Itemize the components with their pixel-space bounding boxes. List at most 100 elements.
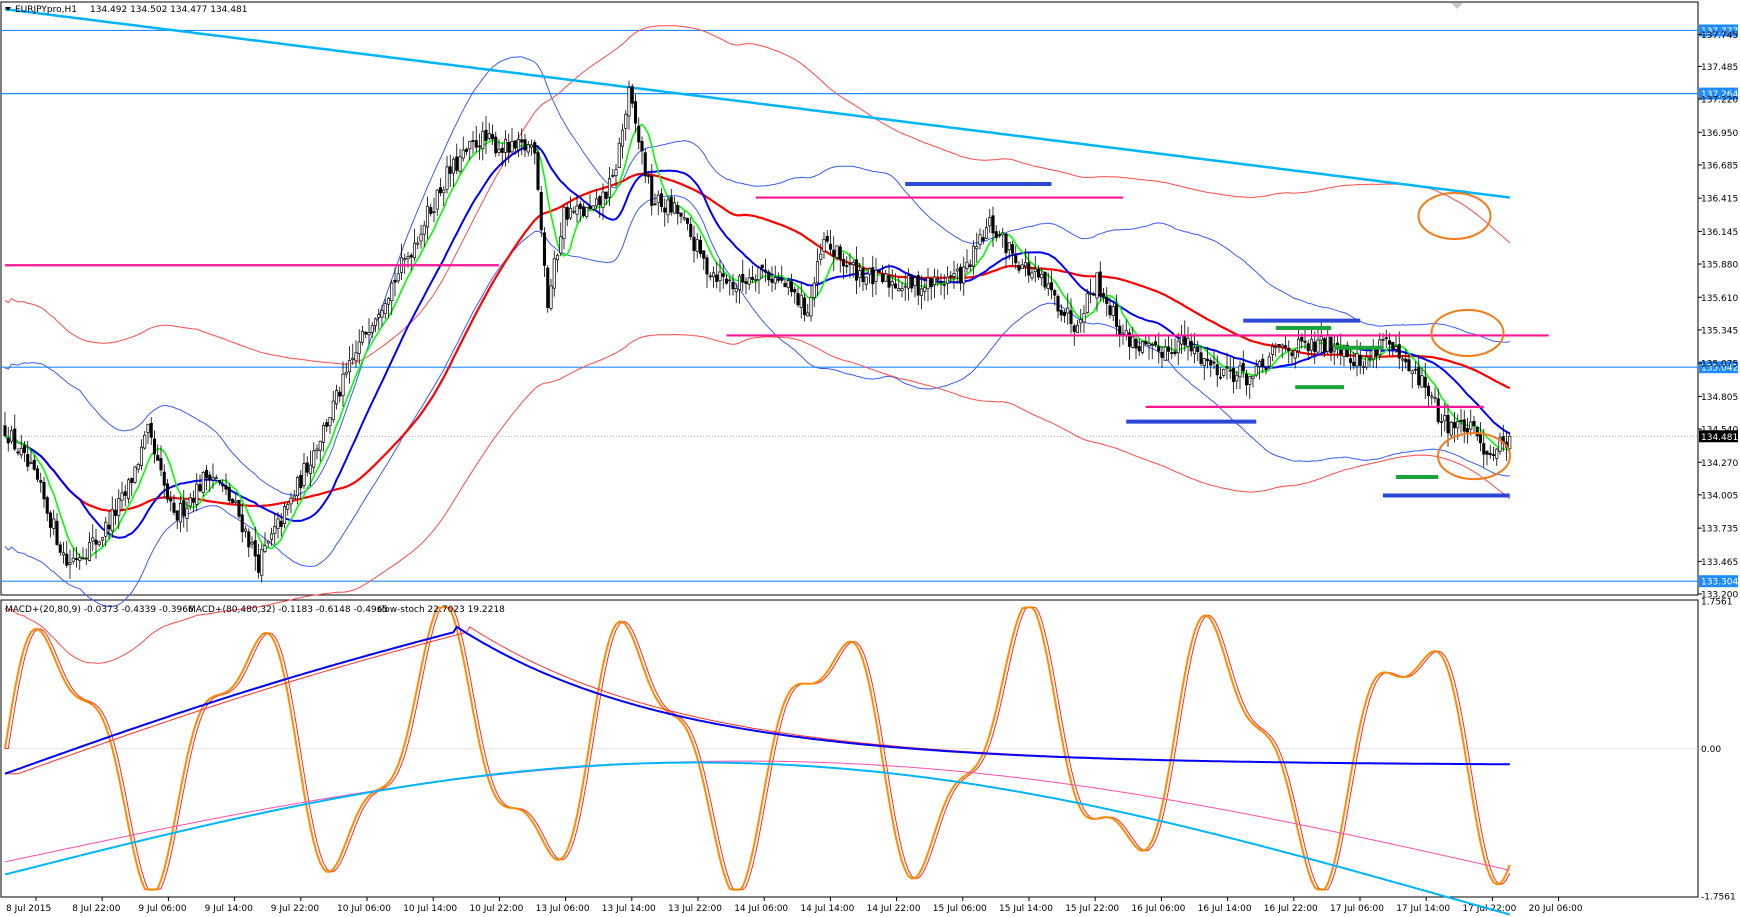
candle-body xyxy=(1036,269,1041,278)
candle-body xyxy=(1085,293,1089,313)
candle-body xyxy=(58,544,62,553)
level-label: 137.264 xyxy=(1701,90,1738,100)
candle-body xyxy=(1293,350,1297,359)
candle-body xyxy=(533,142,537,154)
candle-body xyxy=(780,278,784,281)
candle-body xyxy=(1030,272,1034,279)
candle-body xyxy=(877,270,881,273)
y-tick-label: 136.685 xyxy=(1701,161,1738,171)
orange-circle-annotation xyxy=(1437,432,1511,481)
candle-body xyxy=(728,279,732,282)
candle-body xyxy=(1485,451,1489,455)
candle-body xyxy=(679,212,683,217)
candle-body xyxy=(1108,305,1112,316)
x-tick-label: 16 Jul 22:00 xyxy=(1264,904,1318,914)
y-tick-label: 136.950 xyxy=(1701,129,1738,139)
candle-body xyxy=(432,211,436,214)
candle-body xyxy=(1199,352,1203,365)
candle-body xyxy=(1426,385,1431,396)
candle-body xyxy=(152,438,157,455)
x-tick-label: 13 Jul 22:00 xyxy=(668,904,722,914)
candle-body xyxy=(741,274,745,283)
candle-body xyxy=(182,500,186,516)
candle-body xyxy=(516,139,521,151)
candle-body xyxy=(585,207,589,218)
candle-body xyxy=(500,147,504,153)
candle-body xyxy=(250,541,254,545)
candle-body xyxy=(1127,332,1132,347)
candle-body xyxy=(770,278,774,283)
candle-body xyxy=(1322,338,1327,353)
candle-body xyxy=(1433,397,1437,399)
candle-body xyxy=(1274,346,1278,349)
candle-body xyxy=(991,215,995,234)
candle-body xyxy=(256,554,261,573)
candle-body xyxy=(695,239,699,252)
candle-body xyxy=(754,279,758,281)
candle-body xyxy=(633,101,638,124)
candle-body xyxy=(377,314,381,318)
candle-body xyxy=(1254,365,1258,376)
x-tick-label: 10 Jul 06:00 xyxy=(337,904,391,914)
candle-body xyxy=(822,238,826,252)
candle-body xyxy=(185,507,189,519)
candle-body xyxy=(22,445,27,453)
candle-body xyxy=(1163,346,1167,361)
candle-body xyxy=(1033,268,1037,273)
candle-body xyxy=(1404,358,1408,363)
candle-body xyxy=(578,203,582,209)
candle-body xyxy=(659,193,664,207)
candle-body xyxy=(422,224,426,235)
candle-body xyxy=(279,520,283,527)
candle-body xyxy=(591,205,595,210)
candle-body xyxy=(854,259,859,281)
candle-body xyxy=(305,462,309,473)
candle-body xyxy=(594,198,599,207)
candle-body xyxy=(835,245,839,258)
macd-slow-line xyxy=(4,761,1511,916)
candle-body xyxy=(663,207,667,213)
candle-body xyxy=(3,425,7,437)
candle-body xyxy=(1469,421,1473,430)
candle-body xyxy=(1241,362,1245,372)
candle-body xyxy=(1391,341,1395,350)
candle-body xyxy=(1475,427,1479,437)
y-tick-label: 134.540 xyxy=(1701,426,1738,436)
candle-body xyxy=(750,276,755,280)
indicator-lines xyxy=(1,606,1698,916)
candle-body xyxy=(71,557,75,562)
candle-body xyxy=(1449,421,1453,436)
candle-body xyxy=(1345,344,1349,358)
candle-body xyxy=(711,272,716,278)
x-tick-label: 15 Jul 06:00 xyxy=(933,904,987,914)
candle-body xyxy=(97,541,101,546)
candle-body xyxy=(897,288,901,292)
candle-body xyxy=(1082,313,1086,323)
candle-body xyxy=(65,553,69,566)
y-tick-label: 135.075 xyxy=(1701,360,1738,370)
y-tick-label: 136.415 xyxy=(1701,195,1738,205)
candle-body xyxy=(871,267,875,285)
macd-fast-line xyxy=(4,625,1510,775)
macd-slow-label: MACD+(80,480,32) -0.1183 -0.6148 -0.4965 xyxy=(188,605,388,615)
level-label: 135.042 xyxy=(1701,364,1738,374)
candle-body xyxy=(845,265,849,267)
candle-body xyxy=(747,277,751,285)
candle-body xyxy=(455,156,459,171)
candle-body xyxy=(240,514,244,533)
indicator-y-tick-label: 1.7561 xyxy=(1701,598,1733,608)
candle-body xyxy=(1417,366,1421,386)
candle-body xyxy=(1482,443,1486,455)
candle-body xyxy=(637,125,641,143)
macd-fast-label: MACD+(20,80,9) -0.0373 -0.4339 -0.3966 xyxy=(5,605,194,615)
candle-body xyxy=(1150,344,1154,346)
candle-body xyxy=(529,144,534,148)
candle-body xyxy=(1303,340,1307,343)
dropdown-triangle-icon[interactable] xyxy=(5,7,11,11)
candle-body xyxy=(617,142,621,168)
candle-body xyxy=(1456,421,1460,429)
candle-body xyxy=(962,266,966,284)
indicator-y-tick-label: -1.7561 xyxy=(1701,893,1736,903)
candle-body xyxy=(87,542,92,561)
candle-body xyxy=(643,152,647,177)
